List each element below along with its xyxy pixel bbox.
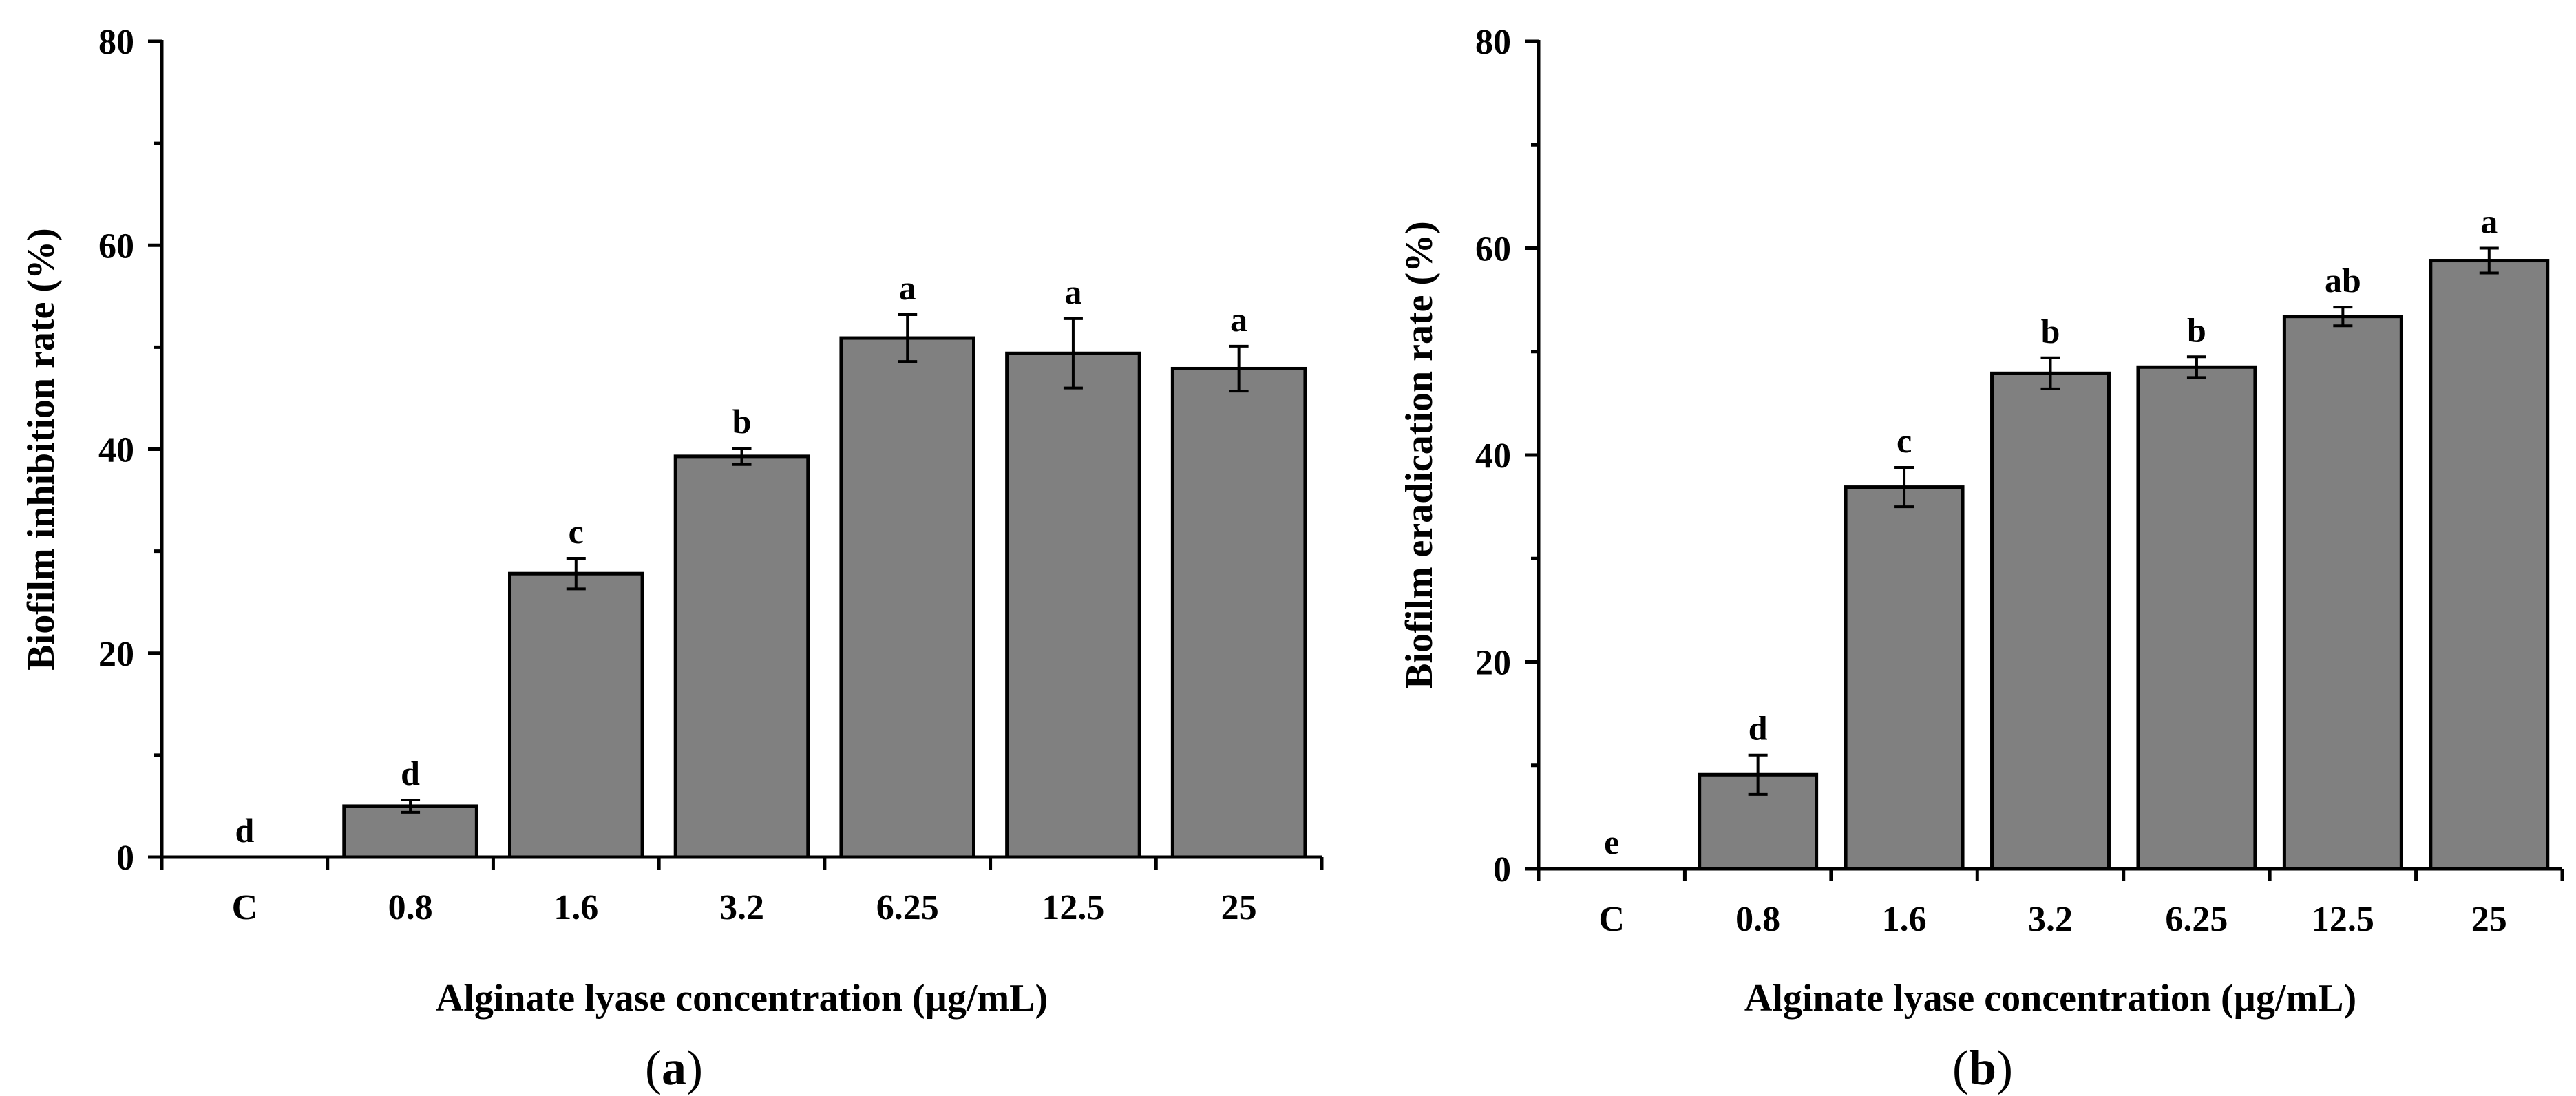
x-tick-label: 3.2 [2028, 900, 2073, 939]
x-tick-label: 12.5 [2312, 900, 2374, 939]
panel-b-chart: 0 20 40 60 80 e Cd 0.8 c 1.6 b 3.2 b 6.25 ab 12.5 a 25 Bio… [1398, 23, 2564, 1095]
y-tick-label: 0 [116, 839, 134, 878]
bar-12.5 [1005, 351, 1141, 859]
x-tick-label: C [1598, 900, 1625, 939]
x-tick-label: C [232, 888, 258, 927]
x-tick-label: 12.5 [1042, 888, 1104, 927]
bar-25 [2429, 259, 2550, 871]
bar-6.25 [839, 336, 976, 859]
caption-paren: ) [1996, 1040, 2013, 1095]
bar-25 [1170, 366, 1307, 859]
x-tick-label: 1.6 [1882, 900, 1927, 939]
panel-letter: a [662, 1040, 686, 1095]
y-tick-label: 20 [98, 635, 134, 674]
panel-caption: (b) [1952, 1040, 2013, 1095]
significance-letter: b [2187, 310, 2206, 349]
bar-12.5 [2282, 315, 2403, 871]
y-tick-label: 80 [98, 23, 134, 62]
x-tick-label: 3.2 [719, 888, 764, 927]
significance-letter: d [1749, 709, 1768, 748]
x-tick-label: 0.8 [1735, 900, 1780, 939]
significance-letter: b [2041, 312, 2060, 350]
significance-letter: ab [2325, 261, 2361, 299]
y-tick-label: 80 [1475, 23, 1511, 62]
significance-letter: a [899, 268, 916, 307]
significance-letter: a [1064, 273, 1081, 311]
significance-letter: c [1897, 421, 1912, 460]
bar-3.2 [673, 454, 810, 859]
x-axis-title: Alginate lyase concentration (µg/mL) [1744, 977, 2356, 1020]
bar-1.6 [508, 571, 644, 859]
caption-paren: ( [645, 1040, 662, 1095]
bar-1.6 [1844, 485, 1965, 871]
y-tick-label: 60 [1475, 230, 1511, 269]
caption-paren: ) [686, 1040, 703, 1095]
x-tick-label: 6.25 [876, 888, 939, 927]
significance-letter: d [235, 811, 254, 850]
y-tick-label: 40 [1475, 436, 1511, 476]
x-tick-label: 25 [1221, 888, 1257, 927]
y-tick-label: 40 [98, 431, 134, 470]
significance-letter: a [2480, 202, 2498, 241]
significance-letter: e [1604, 823, 1619, 861]
x-tick-label: 0.8 [388, 888, 433, 927]
y-tick-label: 0 [1493, 850, 1511, 889]
panel-caption: (a) [645, 1040, 703, 1095]
significance-letter: b [732, 402, 752, 441]
y-axis-title: Biofilm inhibition rate (%) [20, 228, 63, 670]
significance-letter: c [569, 512, 584, 551]
y-axis-title: Biofilm eradication rate (%) [1398, 221, 1441, 689]
x-tick-label: 25 [2471, 900, 2507, 939]
y-tick-label: 60 [98, 226, 134, 266]
bar-3.2 [1990, 371, 2111, 871]
x-axis-title: Alginate lyase concentration (µg/mL) [436, 977, 1048, 1020]
caption-paren: ( [1952, 1040, 1969, 1095]
panel-a-chart: 020406080dCd0.8c1.6b3.2a6.25a12.5a25Biof… [20, 23, 1324, 1095]
bar-0.8 [342, 804, 478, 859]
y-tick-label: 20 [1475, 644, 1511, 683]
significance-letter: d [401, 754, 420, 792]
significance-letter: a [1230, 300, 1247, 339]
x-tick-label: 6.25 [2165, 900, 2228, 939]
panel-letter: b [1969, 1040, 1996, 1095]
x-tick-label: 1.6 [553, 888, 598, 927]
bar-6.25 [2136, 365, 2257, 871]
